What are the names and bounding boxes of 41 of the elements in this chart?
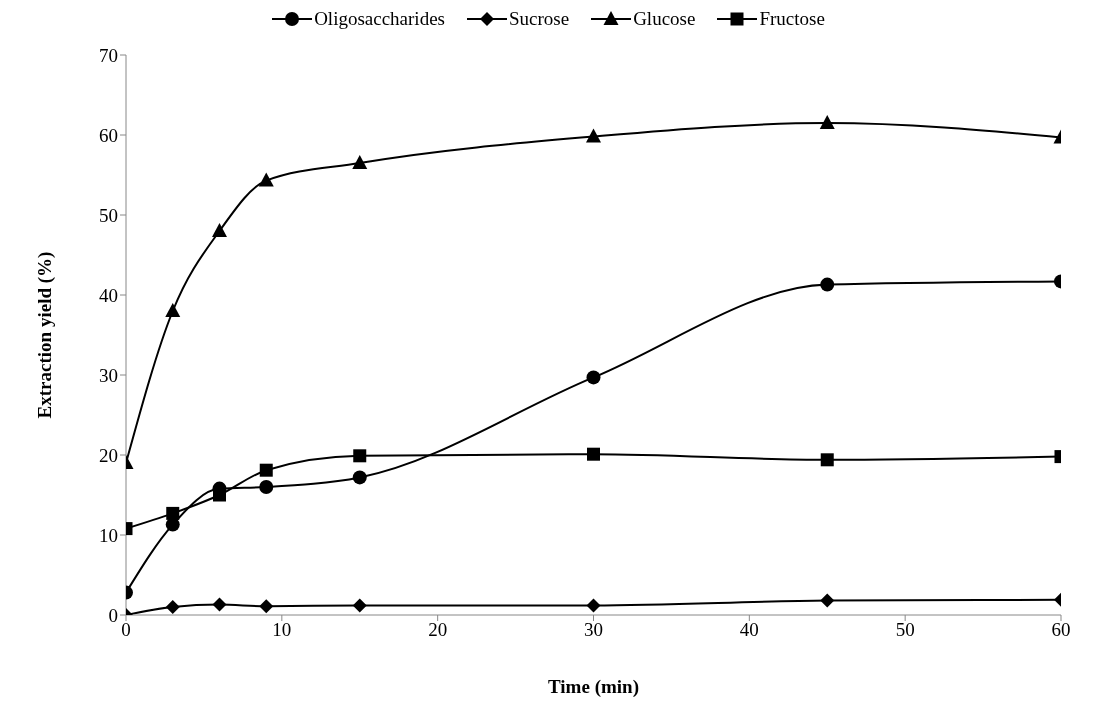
y-tick-label: 50 bbox=[99, 204, 118, 226]
x-tick-label: 50 bbox=[895, 619, 915, 641]
x-tick-label: 40 bbox=[739, 619, 759, 641]
point bbox=[259, 480, 274, 494]
point bbox=[258, 172, 274, 187]
point bbox=[353, 449, 367, 463]
y-axis-title: Extraction yield (%) bbox=[33, 251, 56, 419]
point bbox=[587, 447, 600, 461]
point bbox=[820, 593, 835, 608]
point bbox=[165, 600, 180, 614]
x-tick-label: 30 bbox=[584, 619, 603, 641]
y-tick-label: 60 bbox=[99, 124, 118, 146]
legend-label: Fructose bbox=[759, 8, 825, 30]
x-tick-label: 60 bbox=[1051, 619, 1071, 641]
point bbox=[165, 303, 181, 317]
x-tick-label: 20 bbox=[428, 619, 448, 641]
x-axis-title: Time (min) bbox=[548, 676, 639, 698]
legend-label: Sucrose bbox=[508, 8, 570, 30]
point bbox=[586, 128, 601, 143]
point bbox=[586, 370, 601, 385]
point bbox=[352, 155, 368, 169]
y-tick-label: 30 bbox=[99, 364, 118, 386]
point bbox=[259, 463, 273, 477]
legend-label: Glucose bbox=[633, 8, 696, 30]
point bbox=[212, 597, 227, 612]
legend-label: Oligosaccharides bbox=[314, 8, 445, 30]
point bbox=[820, 277, 835, 292]
point bbox=[212, 223, 227, 237]
point bbox=[820, 453, 834, 467]
y-tick-label: 40 bbox=[99, 284, 118, 306]
point bbox=[586, 598, 601, 613]
point bbox=[819, 115, 835, 129]
point bbox=[166, 506, 180, 520]
y-tick-label: 10 bbox=[99, 524, 118, 546]
point bbox=[352, 470, 367, 485]
y-tick-label: 20 bbox=[99, 444, 118, 466]
y-tick-label: 70 bbox=[99, 44, 118, 66]
point bbox=[259, 599, 274, 614]
x-tick-label: 10 bbox=[272, 619, 292, 641]
point bbox=[352, 598, 367, 613]
y-tick-label: 0 bbox=[108, 604, 118, 626]
